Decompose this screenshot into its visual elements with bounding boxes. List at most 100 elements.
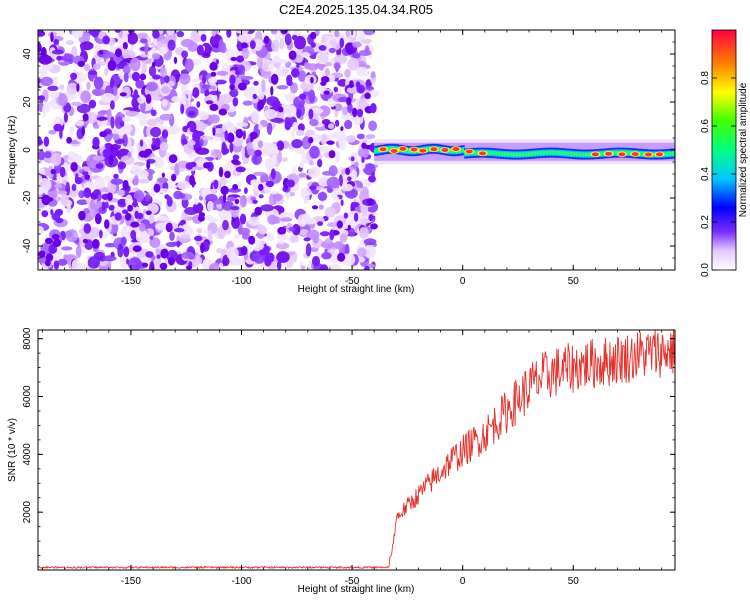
- heat-cell: [300, 52, 311, 58]
- heat-cell: [47, 85, 59, 92]
- heat-cell: [260, 173, 269, 185]
- heat-cell: [235, 30, 249, 34]
- heat-cell: [276, 260, 282, 270]
- heat-cell: [180, 103, 185, 115]
- heat-cell: [254, 149, 262, 157]
- heat-cell: [441, 148, 449, 152]
- heat-cell: [56, 190, 68, 195]
- heat-cell: [272, 193, 283, 202]
- heat-cell: [83, 187, 92, 199]
- heat-cell: [291, 34, 298, 41]
- heat-cell: [277, 59, 288, 64]
- heat-cell: [89, 227, 100, 238]
- heat-cell: [270, 168, 276, 180]
- heat-cell: [258, 124, 263, 131]
- heat-cell: [197, 215, 205, 222]
- heat-cell: [465, 149, 473, 154]
- heat-cell: [209, 85, 216, 91]
- heat-cell: [533, 151, 537, 156]
- heat-cell: [311, 205, 319, 210]
- heat-cell: [296, 129, 305, 137]
- heat-cell: [192, 130, 201, 142]
- heat-cell: [320, 133, 328, 145]
- heat-cell: [292, 223, 301, 236]
- heat-cell: [44, 237, 54, 245]
- heat-cell: [127, 151, 132, 158]
- heat-cell: [145, 93, 152, 104]
- heat-cell: [581, 152, 585, 157]
- heat-cell: [262, 245, 270, 256]
- heat-cell: [497, 151, 501, 156]
- heat-cell: [258, 194, 264, 199]
- heat-cell: [656, 152, 664, 157]
- heat-cell: [99, 229, 103, 239]
- heat-cell: [88, 99, 97, 109]
- heat-cell: [224, 170, 231, 179]
- heat-cell: [250, 135, 254, 142]
- heat-cell: [104, 67, 109, 77]
- heat-cell: [491, 151, 495, 156]
- heat-cell: [149, 235, 154, 240]
- heat-cell: [218, 228, 224, 240]
- heat-cell: [57, 258, 68, 266]
- heat-cell: [151, 61, 156, 68]
- heat-cell: [50, 32, 54, 43]
- heat-cell: [575, 152, 579, 157]
- heat-cell: [341, 183, 354, 192]
- heat-cell: [71, 45, 78, 59]
- heat-cell: [148, 214, 155, 224]
- heat-cell: [161, 129, 169, 139]
- heat-cell: [208, 77, 218, 84]
- heat-cell: [527, 152, 531, 157]
- heat-cell: [319, 264, 329, 270]
- heat-cell: [112, 84, 118, 96]
- heat-cell: [159, 262, 168, 270]
- heat-cell: [83, 223, 92, 234]
- heat-cell: [238, 33, 252, 44]
- heat-cell: [90, 30, 100, 38]
- heat-cell: [117, 243, 124, 258]
- heat-cell: [92, 155, 105, 161]
- heat-cell: [235, 122, 249, 127]
- heat-cell: [343, 212, 349, 219]
- heat-cell: [223, 192, 227, 204]
- heat-cell: [309, 145, 320, 159]
- y-tick-label: 40: [22, 48, 33, 60]
- heat-cell: [91, 239, 100, 249]
- heat-cell: [129, 57, 141, 72]
- heat-cell: [149, 237, 161, 249]
- heat-cell: [270, 30, 278, 35]
- heat-cell: [181, 251, 195, 259]
- heat-cell: [253, 38, 263, 52]
- heat-cell: [308, 108, 314, 120]
- heat-cell: [578, 152, 582, 157]
- heat-cell: [338, 174, 343, 187]
- heat-cell: [305, 243, 312, 257]
- heat-cell: [139, 139, 144, 147]
- heat-cell: [236, 40, 243, 52]
- heat-cell: [139, 38, 148, 44]
- heat-cell: [226, 30, 232, 38]
- heat-cell: [542, 150, 546, 155]
- heat-cell: [152, 30, 160, 39]
- heat-cell: [169, 231, 175, 241]
- heat-cell: [244, 187, 248, 195]
- heat-cell: [374, 148, 378, 153]
- heat-cell: [144, 194, 151, 202]
- heat-cell: [370, 223, 378, 230]
- heat-cell: [322, 170, 334, 176]
- heat-cell: [346, 97, 352, 106]
- heat-cell: [272, 153, 277, 167]
- heat-cell: [270, 86, 274, 96]
- heat-cell: [249, 40, 256, 50]
- x-tick-label: -150: [121, 276, 141, 287]
- heat-cell: [298, 172, 307, 178]
- heat-cell: [56, 55, 63, 61]
- heat-cell: [341, 106, 349, 116]
- heat-cell: [94, 262, 99, 269]
- heat-cell: [61, 53, 74, 62]
- heat-cell: [314, 186, 325, 191]
- y-tick-label: 4000: [22, 443, 33, 466]
- heat-cell: [334, 30, 340, 38]
- heat-cell: [231, 158, 240, 165]
